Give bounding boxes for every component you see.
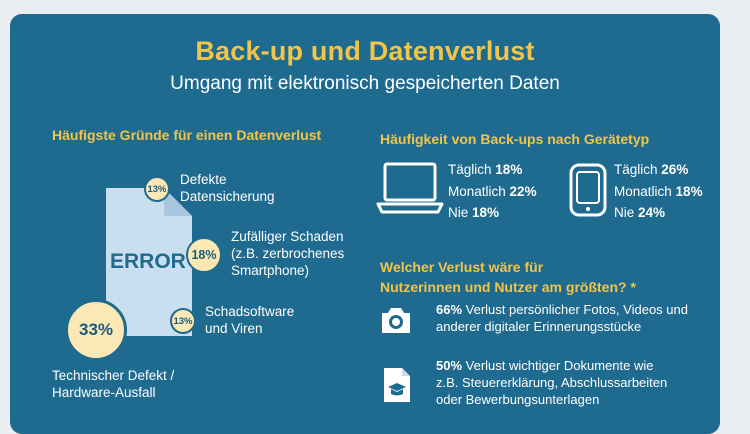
loss-text-line: Verlust wichtiger Dokumente wie <box>462 358 654 373</box>
loss-text-line: oder Bewerbungsunterlagen <box>436 392 600 407</box>
cause-badge-technischer-defekt: 33% <box>65 299 127 361</box>
smartphone-frequency-list: Täglich 26% Monatlich 18% Nie 24% <box>614 159 703 224</box>
cause-badge-zufaelliger-schaden: 18% <box>186 237 222 273</box>
loss-item-documents: 50% Verlust wichtiger Dokumente wie z.B.… <box>436 357 667 408</box>
loss-item-photos: 66% Verlust persönlicher Fotos, Videos u… <box>436 301 688 335</box>
biggest-loss-heading: Welcher Verlust wäre für Nutzerinnen und… <box>380 257 636 297</box>
cause-badge-schadsoftware: 13% <box>170 308 196 334</box>
laptop-row-monatlich: Monatlich 22% <box>448 183 537 199</box>
cause-label-schadsoftware: Schadsoftware und Viren <box>205 303 294 337</box>
infographic-card: Back-up und Datenverlust Umgang mit elek… <box>10 14 720 434</box>
cause-label-line: Hardware-Ausfall <box>52 385 156 400</box>
loss-text-line: z.B. Steuererklärung, Abschlussarbeiten <box>436 375 668 390</box>
backup-frequency-heading: Häufigkeit von Back-ups nach Gerätetyp <box>380 131 650 147</box>
cause-badge-defekte-datensicherung: 13% <box>144 176 170 202</box>
cause-label-line: Smartphone) <box>231 263 310 278</box>
cause-label-line: Technischer Defekt / <box>52 368 175 383</box>
biggest-loss-heading-line: Welcher Verlust wäre für <box>380 259 544 275</box>
laptop-icon <box>376 162 444 214</box>
loss-percent-documents: 50% <box>436 358 463 373</box>
cause-label-line: Zufälliger Schaden <box>231 229 344 244</box>
causes-heading: Häufigste Gründe für einen Datenverlust <box>52 127 322 143</box>
loss-text-line: Verlust persönlicher Fotos, Videos und <box>462 302 688 317</box>
laptop-row-taeglich: Täglich 18% <box>448 162 523 177</box>
laptop-row-nie: Nie 18% <box>448 205 500 220</box>
camera-icon <box>382 308 410 333</box>
cause-label-line: (z.B. zerbrochenes <box>231 246 345 261</box>
error-document-icon <box>106 188 192 336</box>
cause-label-technischer-defekt: Technischer Defekt / Hardware-Ausfall <box>52 367 174 401</box>
smartphone-row-taeglich: Täglich 26% <box>614 162 689 177</box>
smartphone-icon <box>569 163 607 217</box>
cause-label-line: Defekte <box>180 172 227 187</box>
error-text: ERROR <box>110 250 186 273</box>
loss-text-line: anderer digitaler Erinnerungsstücke <box>436 319 642 334</box>
page-title: Back-up und Datenverlust <box>195 36 535 66</box>
loss-percent-photos: 66% <box>436 302 463 317</box>
smartphone-row-monatlich: Monatlich 18% <box>614 183 703 199</box>
biggest-loss-heading-line: Nutzerinnen und Nutzer am größten? * <box>380 279 636 295</box>
cause-label-zufaelliger-schaden: Zufälliger Schaden (z.B. zerbrochenes Sm… <box>231 228 344 279</box>
cause-label-defekte-datensicherung: Defekte Datensicherung <box>180 171 275 205</box>
page-subtitle: Umgang mit elektronisch gespeicherten Da… <box>170 73 560 94</box>
cause-label-line: Schadsoftware <box>205 304 295 319</box>
cause-label-line: und Viren <box>205 321 263 336</box>
laptop-frequency-list: Täglich 18% Monatlich 22% Nie 18% <box>448 159 537 224</box>
smartphone-row-nie: Nie 24% <box>614 205 666 220</box>
cause-label-line: Datensicherung <box>180 189 275 204</box>
document-graduation-icon <box>384 368 410 402</box>
